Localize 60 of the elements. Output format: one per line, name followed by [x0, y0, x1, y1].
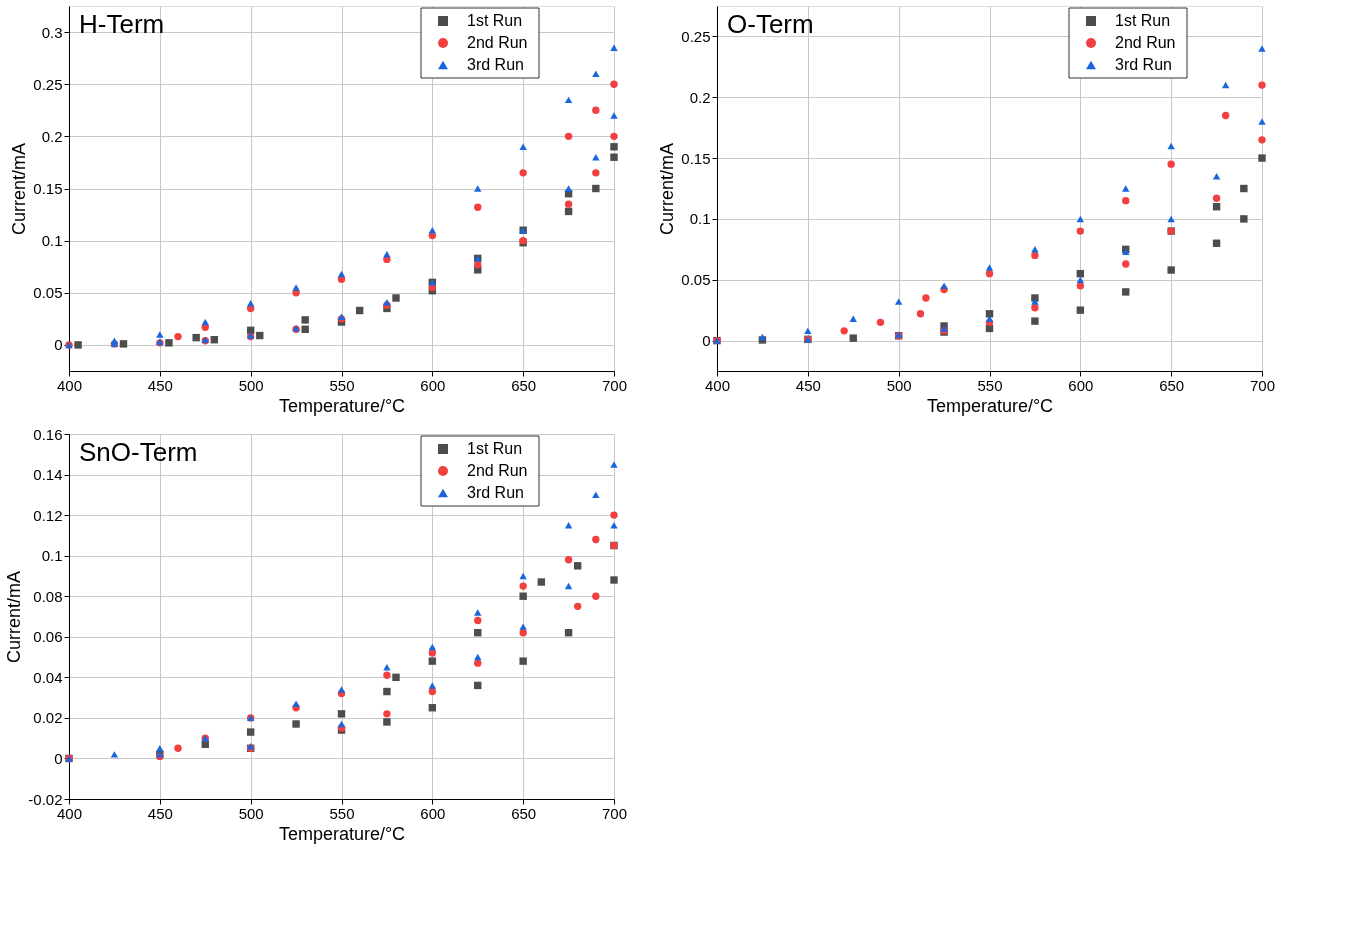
x-tick-label: 600 [420, 804, 446, 822]
chart-title: O-Term [727, 9, 814, 39]
legend-label: 2nd Run [467, 462, 528, 479]
x-tick-label: 700 [601, 376, 628, 394]
y-tick-label: 0.04 [33, 668, 63, 686]
y-tick-label: 0.1 [689, 210, 711, 228]
x-tick-label: 550 [329, 804, 355, 822]
legend-label: 3rd Run [467, 56, 524, 73]
y-tick-label: 0.16 [33, 425, 63, 443]
y-tick-label: 0.1 [41, 232, 63, 250]
x-tick-label: 550 [329, 376, 355, 394]
x-tick-label: 600 [420, 376, 446, 394]
y-tick-label: 0 [54, 336, 63, 354]
x-tick-label: 650 [1159, 376, 1185, 394]
y-tick-label: 0.3 [41, 23, 63, 41]
y-tick-label: 0.25 [681, 27, 711, 45]
y-tick-label: 0.2 [689, 88, 711, 106]
y-axis-title: Current/mA [657, 142, 678, 236]
legend-label: 1st Run [1115, 12, 1171, 29]
x-tick-label: 700 [1249, 376, 1276, 394]
x-tick-label: 400 [56, 376, 83, 394]
x-axis-title: Temperature/°C [278, 823, 406, 844]
y-tick-label: 0.25 [33, 75, 63, 93]
chart-title: SnO-Term [79, 437, 198, 467]
x-tick-label: 450 [147, 376, 173, 394]
y-tick-label: 0.15 [681, 149, 711, 167]
x-axis-title: Temperature/°C [926, 395, 1054, 416]
y-axis-title: Current/mA [4, 570, 25, 664]
x-tick-label: 500 [886, 376, 912, 394]
x-tick-label: 550 [977, 376, 1003, 394]
legend-label: 3rd Run [467, 484, 524, 501]
x-tick-label: 700 [601, 804, 628, 822]
x-tick-label: 600 [1068, 376, 1094, 394]
x-tick-label: 450 [795, 376, 821, 394]
y-tick-label: 0.02 [33, 709, 63, 727]
legend-label: 2nd Run [1115, 34, 1176, 51]
x-tick-label: 650 [511, 804, 537, 822]
x-axis-title: Temperature/°C [278, 395, 406, 416]
y-tick-label: 0.15 [33, 180, 63, 197]
y-tick-label: 0.08 [33, 587, 63, 605]
x-tick-label: 650 [511, 376, 537, 394]
x-tick-label: 400 [704, 376, 731, 394]
legend-label: 3rd Run [1115, 56, 1172, 73]
y-tick-label: 0 [54, 749, 63, 767]
y-tick-label: 0.06 [33, 628, 63, 646]
chart-title: H-Term [79, 9, 165, 39]
y-axis-title: Current/mA [9, 142, 30, 236]
y-tick-label: 0.2 [41, 127, 63, 145]
y-tick-label: 0.1 [41, 547, 63, 565]
x-tick-label: 500 [238, 376, 264, 394]
x-tick-label: 450 [147, 804, 173, 822]
y-tick-label: 0 [702, 332, 711, 350]
legend-label: 1st Run [467, 440, 523, 457]
y-tick-label: 0.12 [33, 506, 63, 524]
x-tick-label: 500 [238, 804, 264, 822]
y-tick-label: 0.05 [33, 284, 63, 302]
legend-label: 2nd Run [467, 34, 528, 51]
legend-label: 1st Run [467, 12, 523, 29]
y-tick-label: 0.14 [33, 466, 63, 484]
y-tick-label: 0.05 [681, 271, 711, 289]
